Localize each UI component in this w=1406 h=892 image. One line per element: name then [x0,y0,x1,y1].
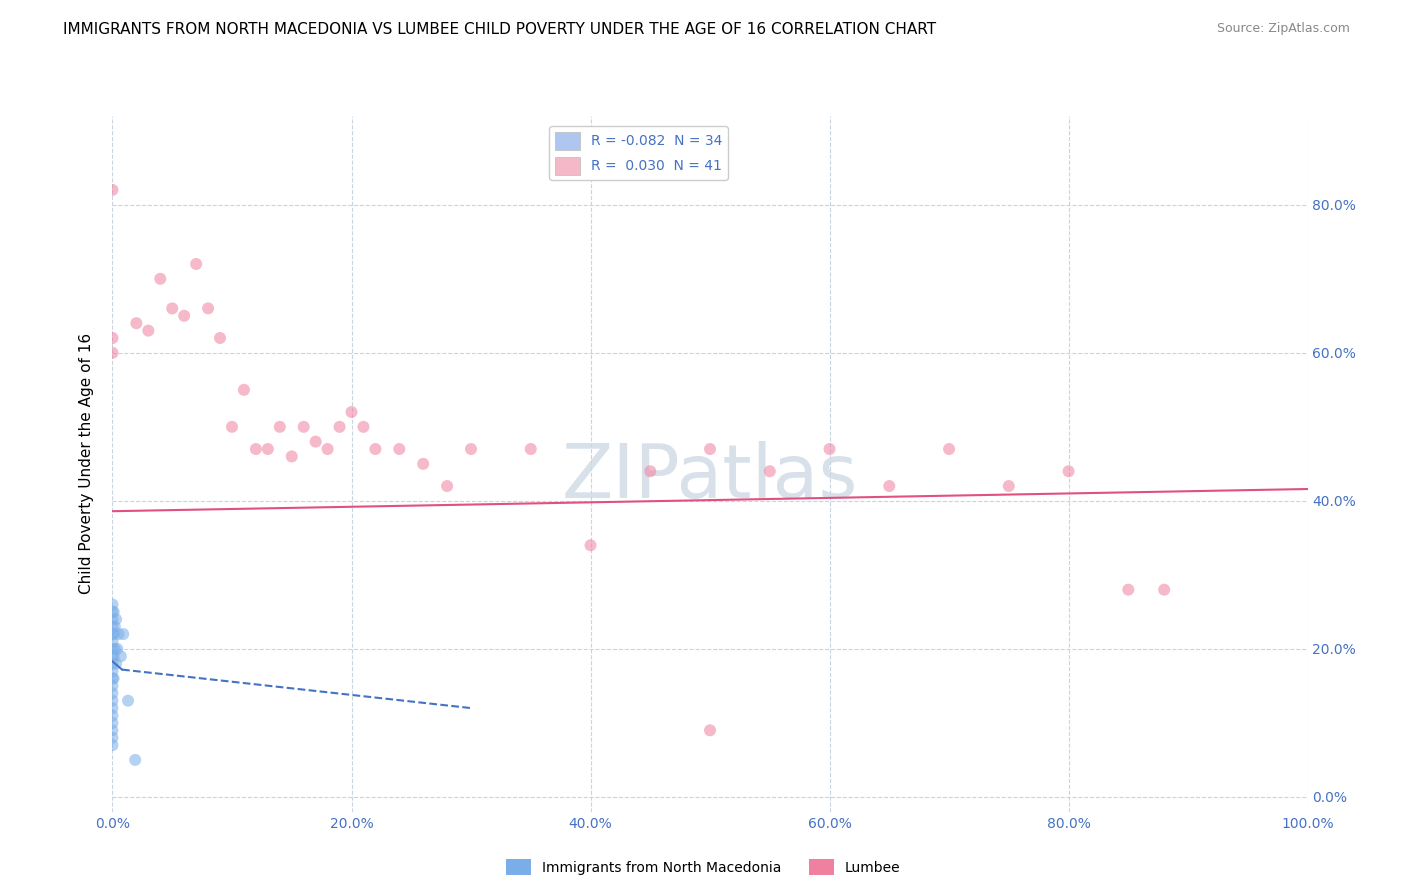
Point [340,405,363,419]
Point [759,464,782,478]
Point [938,442,960,456]
Point [233,383,256,397]
Point [110,649,132,664]
Point [101,715,124,730]
Point [101,672,124,686]
Text: IMMIGRANTS FROM NORTH MACEDONIA VS LUMBEE CHILD POVERTY UNDER THE AGE OF 16 CORR: IMMIGRANTS FROM NORTH MACEDONIA VS LUMBE… [63,22,936,37]
Point [101,723,124,738]
Point [699,442,721,456]
Point [520,442,543,456]
Text: ZIPatlas: ZIPatlas [562,442,858,515]
Point [879,479,901,493]
Point [149,272,172,286]
Point [104,641,127,656]
Point [460,442,482,456]
Point [269,420,291,434]
Point [316,442,339,456]
Point [998,479,1021,493]
Point [329,420,352,434]
Point [245,442,267,456]
Point [101,701,124,715]
Point [125,316,148,330]
Point [101,605,124,619]
Y-axis label: Child Poverty Under the Age of 16: Child Poverty Under the Age of 16 [79,334,94,594]
Point [101,612,124,626]
Point [101,620,124,634]
Point [101,346,124,360]
Point [101,331,124,345]
Point [101,634,124,648]
Point [818,442,841,456]
Point [1057,464,1080,478]
Point [138,324,160,338]
Point [388,442,411,456]
Point [101,598,124,612]
Point [186,257,208,271]
Point [197,301,219,316]
Point [103,627,125,641]
Point [101,649,124,664]
Point [101,641,124,656]
Point [221,420,243,434]
Point [699,723,721,738]
Point [640,464,662,478]
Point [103,649,125,664]
Legend: R = -0.082  N = 34, R =  0.030  N = 41: R = -0.082 N = 34, R = 0.030 N = 41 [548,127,728,180]
Point [107,627,129,641]
Point [352,420,374,434]
Text: Source: ZipAtlas.com: Source: ZipAtlas.com [1216,22,1350,36]
Point [579,538,602,552]
Point [101,664,124,678]
Point [1118,582,1140,597]
Point [162,301,183,316]
Point [101,686,124,700]
Point [1153,582,1175,597]
Point [117,694,139,708]
Point [281,450,304,464]
Point [105,641,128,656]
Point [105,657,128,671]
Point [124,753,146,767]
Point [103,672,125,686]
Point [364,442,387,456]
Point [101,183,124,197]
Point [173,309,195,323]
Point [103,605,125,619]
Point [101,679,124,693]
Point [101,731,124,745]
Point [101,657,124,671]
Point [101,708,124,723]
Point [209,331,232,345]
Point [104,620,127,634]
Point [257,442,280,456]
Point [436,479,458,493]
Point [412,457,434,471]
Point [101,738,124,752]
Point [101,627,124,641]
Point [101,694,124,708]
Point [105,612,128,626]
Point [292,420,315,434]
Point [305,434,328,449]
Legend: Immigrants from North Macedonia, Lumbee: Immigrants from North Macedonia, Lumbee [501,854,905,880]
Point [112,627,135,641]
